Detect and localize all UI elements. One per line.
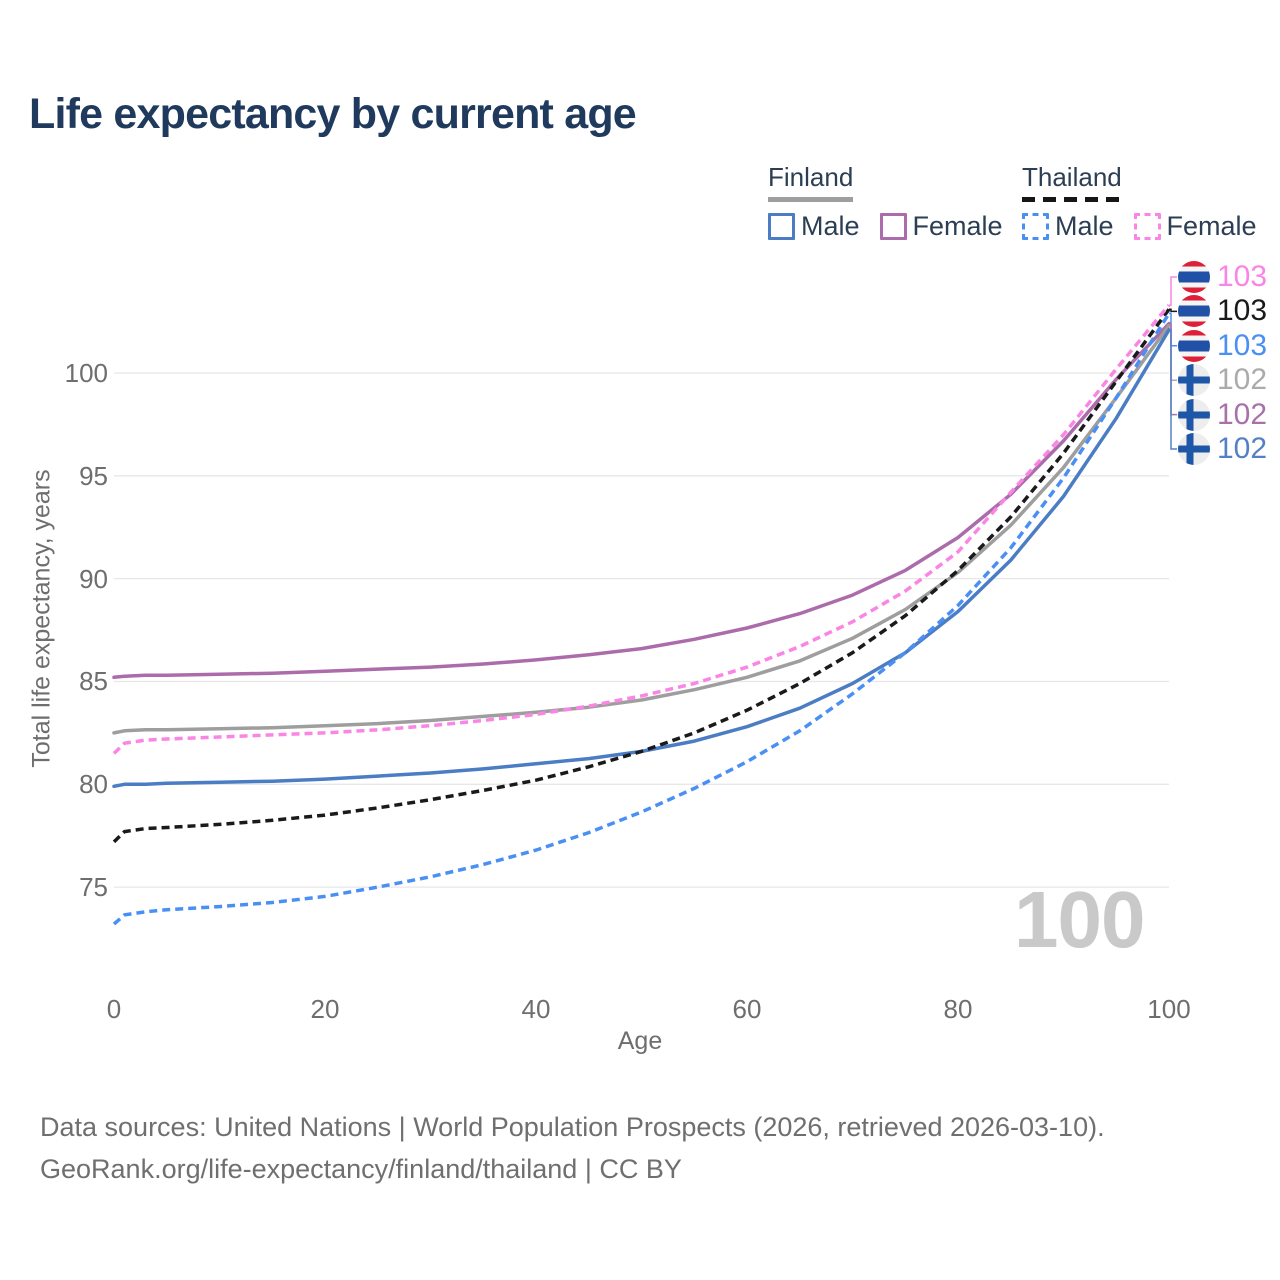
end-label-thailand-female: 103 — [1178, 261, 1267, 293]
x-tick-label: 20 — [310, 994, 340, 1024]
x-tick-label: 0 — [106, 994, 122, 1024]
end-label-thailand-total: 103 — [1178, 294, 1268, 328]
age-watermark: 100 — [1014, 875, 1145, 964]
thailand-female-swatch-icon — [1133, 212, 1161, 240]
series-line-thailand-female[interactable] — [112, 303, 1171, 755]
y-axis-title: Total life expectancy, years — [27, 469, 56, 768]
legend-item-thailand-male[interactable]: Male — [1022, 211, 1134, 242]
end-label-finland-female: 102 — [1178, 397, 1268, 431]
series-line-thailand-total[interactable] — [112, 308, 1171, 844]
x-tick-label: 100 — [1147, 994, 1191, 1024]
footer-data-sources: Data sources: United Nations | World Pop… — [40, 1112, 1105, 1142]
end-label-value: 102 — [1217, 363, 1268, 397]
finland-flag-icon — [1178, 364, 1210, 397]
legend-country-label: Finland — [768, 162, 854, 192]
end-label-value: 103 — [1217, 328, 1268, 362]
footer: Data sources: United Nations | World Pop… — [40, 1106, 1105, 1190]
thailand-flag-icon — [1178, 329, 1210, 362]
y-tick-label: 95 — [79, 460, 108, 491]
legend-item-label: Male — [801, 210, 860, 241]
legend-item-thailand-female[interactable]: Female — [1133, 210, 1277, 242]
series-line-thailand-male[interactable] — [112, 312, 1171, 926]
footer-attribution-link: GeoRank.org/life-expectancy/finland/thai… — [40, 1154, 682, 1184]
thailand-flag-icon — [1178, 261, 1210, 293]
y-tick-label: 75 — [79, 872, 108, 903]
finland-female-swatch-icon — [879, 212, 907, 240]
end-label-thailand-male: 103 — [1178, 328, 1268, 362]
series-line-finland-male[interactable] — [112, 328, 1171, 789]
end-label-value: 103 — [1217, 294, 1268, 328]
y-tick-label: 90 — [79, 563, 108, 594]
y-tick-label: 100 — [64, 358, 108, 388]
legend-country-finland[interactable]: Finland — [768, 162, 854, 202]
x-tick-label: 60 — [732, 994, 762, 1024]
finland-flag-icon — [1178, 398, 1210, 431]
end-label-finland-male: 102 — [1178, 433, 1267, 465]
label-connector-thailand-female — [1169, 276, 1177, 306]
finland-flag-icon — [1178, 433, 1210, 465]
finland-male-swatch-icon — [768, 212, 795, 240]
x-tick-label: 40 — [521, 994, 551, 1024]
legend-country-label: Thailand — [1022, 162, 1122, 192]
thailand-male-swatch-icon — [1022, 212, 1049, 240]
end-label-value: 103 — [1217, 260, 1268, 293]
legend-items: Male Female — [768, 211, 1023, 242]
legend-country-thailand[interactable]: Thailand — [1022, 162, 1122, 202]
label-connector-thailand-total — [1169, 308, 1177, 313]
x-axis-title: Age — [617, 1027, 663, 1055]
legend-dashed-line-swatch-icon — [1022, 197, 1122, 202]
end-label-value: 102 — [1217, 397, 1268, 431]
legend-item-label: Female — [912, 210, 1003, 241]
label-connector-finland-total — [1169, 324, 1177, 381]
series-line-finland-total[interactable] — [112, 323, 1171, 735]
legend-group-thailand: Thailand Male Female — [1022, 162, 1277, 242]
legend-item-finland-female[interactable]: Female — [879, 210, 1023, 242]
x-tick-label: 80 — [943, 994, 973, 1024]
legend-item-label: Female — [1166, 210, 1257, 241]
legend-group-finland: Finland Male Female — [768, 162, 1023, 242]
end-label-value: 102 — [1217, 432, 1268, 465]
series-line-finland-female[interactable] — [112, 321, 1171, 680]
y-tick-label: 80 — [79, 769, 108, 800]
page-title: Life expectancy by current age — [29, 90, 637, 138]
label-connector-finland-male — [1169, 329, 1177, 450]
legend-item-label: Male — [1055, 210, 1114, 241]
thailand-flag-icon — [1178, 295, 1210, 328]
end-label-finland-total: 102 — [1178, 363, 1268, 397]
legend-items: Male Female — [1022, 211, 1277, 242]
label-connector-finland-female — [1169, 322, 1177, 416]
legend-item-finland-male[interactable]: Male — [768, 211, 880, 242]
legend-solid-line-swatch-icon — [768, 197, 854, 202]
y-tick-label: 85 — [79, 666, 108, 697]
